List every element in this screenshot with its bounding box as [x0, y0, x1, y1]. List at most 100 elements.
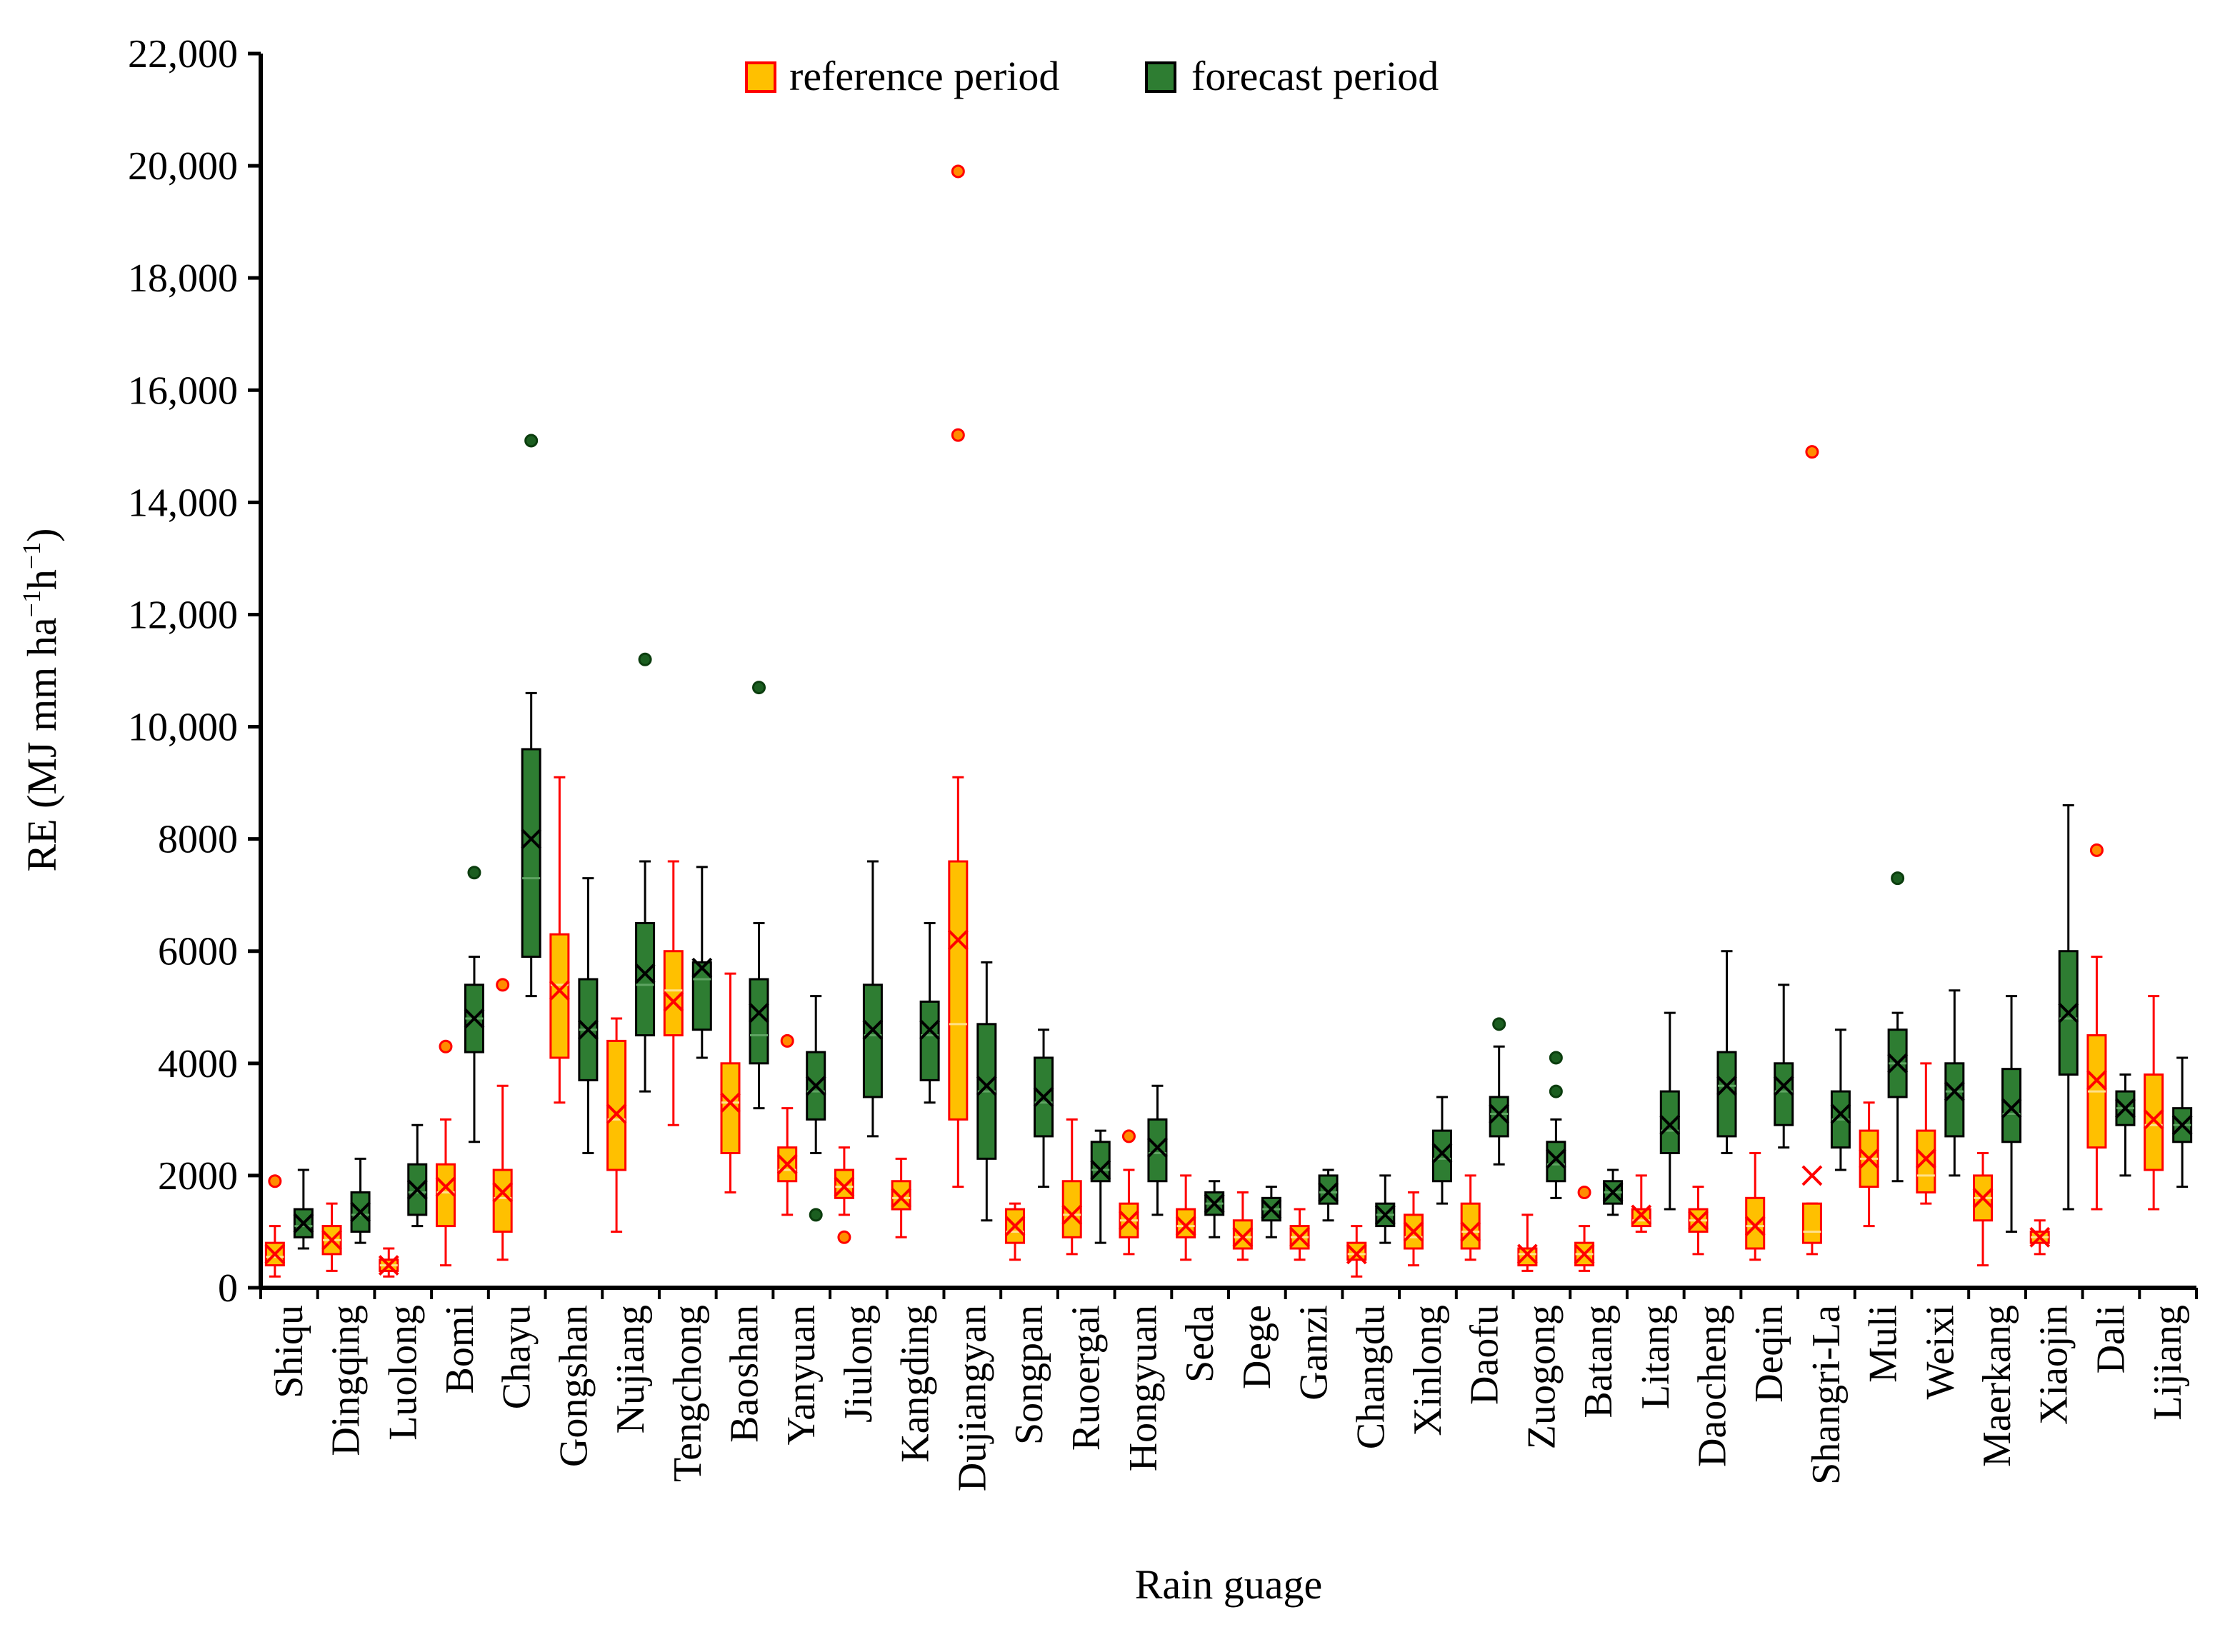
x-tick-label-shiqu: Shiqu [267, 1305, 311, 1398]
legend-label-forecast: forecast period [1191, 53, 1439, 99]
outlier-point [780, 1033, 794, 1048]
box-body [1346, 1241, 1367, 1261]
mean-marker [1346, 1243, 1367, 1265]
forecast-box-daofu [1489, 1017, 1510, 1166]
mean-marker [634, 963, 656, 984]
mean-marker [606, 1103, 627, 1124]
mean-marker [1460, 1221, 1481, 1242]
mean-marker [691, 957, 713, 978]
forecast-box-bomi [464, 866, 485, 1143]
box-body [1745, 1196, 1766, 1250]
forecast-box-shiqu [293, 1168, 314, 1250]
forecast-box-nujiang [634, 652, 656, 1093]
outlier-point [809, 1208, 823, 1222]
mean-marker [1232, 1226, 1254, 1248]
y-tick-label: 16,000 [128, 369, 238, 413]
mean-marker [1090, 1159, 1111, 1181]
y-tick-label: 0 [218, 1266, 238, 1311]
mean-marker [1801, 1165, 1823, 1186]
mean-marker [1403, 1221, 1424, 1242]
reference-box-ganzi [1289, 1208, 1310, 1261]
box-body [1546, 1141, 1566, 1183]
reference-box-litang [1631, 1174, 1652, 1233]
plot-area [264, 164, 2193, 1278]
x-tick-label-dingqing: Dingqing [324, 1305, 369, 1456]
mean-marker [891, 1187, 912, 1208]
outlier-point [467, 866, 481, 880]
reference-box-xiaojin [2029, 1219, 2051, 1256]
y-tick-label: 14,000 [128, 481, 238, 525]
reference-box-kangding [891, 1157, 912, 1238]
forecast-box-weixi [1944, 989, 1965, 1177]
reference-box-songpan [1004, 1202, 1026, 1261]
box-body [749, 978, 769, 1065]
legend: reference period forecast period [745, 53, 1439, 99]
x-tick-label-ganzi: Ganzi [1292, 1305, 1336, 1401]
reference-box-zuogong [1516, 1213, 1538, 1272]
box-body [2144, 1073, 2164, 1171]
mean-marker [2029, 1226, 2051, 1248]
x-tick-label-deqin: Deqin [1747, 1305, 1791, 1403]
x-tick-label-kangding: Kangding [894, 1305, 938, 1463]
x-tick-label-chayu: Chayu [495, 1305, 539, 1409]
legend-label-reference: reference period [789, 53, 1059, 99]
box-body [663, 950, 684, 1037]
forecast-box-changdu [1374, 1174, 1396, 1244]
forecast-box-dali [2115, 1073, 2136, 1177]
x-tick-label-xiaojin: Xiaojin [2032, 1305, 2076, 1425]
mean-marker [1204, 1193, 1225, 1214]
mean-marker [1033, 1086, 1054, 1108]
outlier-point [837, 1230, 851, 1244]
box-body [919, 1000, 940, 1081]
reference-box-chayu [492, 978, 514, 1261]
y-tick-label: 4000 [158, 1042, 238, 1086]
y-axis-title-part-3: ) [19, 529, 65, 542]
mean-marker [1716, 1075, 1737, 1096]
x-tick-label-batang: Batang [1576, 1305, 1621, 1418]
x-tick-label-litang: Litang [1634, 1305, 1678, 1409]
mean-marker [1773, 1075, 1794, 1096]
mean-marker [1574, 1243, 1595, 1265]
box-body [1716, 1051, 1737, 1138]
box-body [1147, 1118, 1168, 1183]
outlier-point [268, 1174, 282, 1188]
mean-marker [406, 1179, 428, 1200]
mean-marker [321, 1229, 342, 1251]
forecast-box-daocheng [1716, 950, 1737, 1154]
mean-marker [1289, 1226, 1310, 1248]
box-body [1916, 1129, 1936, 1193]
outlier-point [1549, 1051, 1563, 1065]
forecast-box-litang [1659, 1011, 1681, 1211]
mean-marker [1915, 1148, 1936, 1169]
forecast-box-seda [1204, 1180, 1225, 1238]
forecast-box-jiulong [862, 860, 884, 1138]
mean-marker [350, 1201, 371, 1223]
mean-marker [919, 1019, 941, 1041]
reference-box-dege [1232, 1191, 1254, 1261]
box-body [1801, 1202, 1822, 1244]
x-tick-label-dali: Dali [2089, 1305, 2133, 1373]
reference-box-daofu [1460, 1174, 1481, 1261]
y-tick-label: 22,000 [128, 32, 238, 76]
mean-marker [1944, 1081, 1965, 1102]
y-axis-title: RE (MJ mm ha−1h−1) [17, 529, 65, 872]
forecast-box-hongyuan [1147, 1084, 1168, 1216]
x-tick-label-zuogong: Zuogong [1519, 1305, 1564, 1449]
outlier-point [1549, 1084, 1563, 1098]
forecast-box-luolong [406, 1123, 428, 1228]
x-tick-label-gongshan: Gongshan [551, 1305, 596, 1467]
x-tick-label-yanyuan: Yanyuan [779, 1305, 824, 1446]
mean-marker [1887, 1053, 1909, 1074]
outlier-point [524, 434, 539, 448]
box-body [293, 1208, 314, 1238]
outlier-point [951, 428, 965, 442]
forecast-box-ruoergai [1090, 1129, 1111, 1244]
box-body [1774, 1062, 1794, 1126]
x-tick-label-weixi: Weixi [1918, 1305, 1962, 1399]
forecast-box-xiaojin [2058, 804, 2079, 1211]
mean-marker [1374, 1204, 1396, 1226]
forecast-box-batang [1602, 1168, 1624, 1216]
reference-box-nujiang [606, 1017, 627, 1233]
